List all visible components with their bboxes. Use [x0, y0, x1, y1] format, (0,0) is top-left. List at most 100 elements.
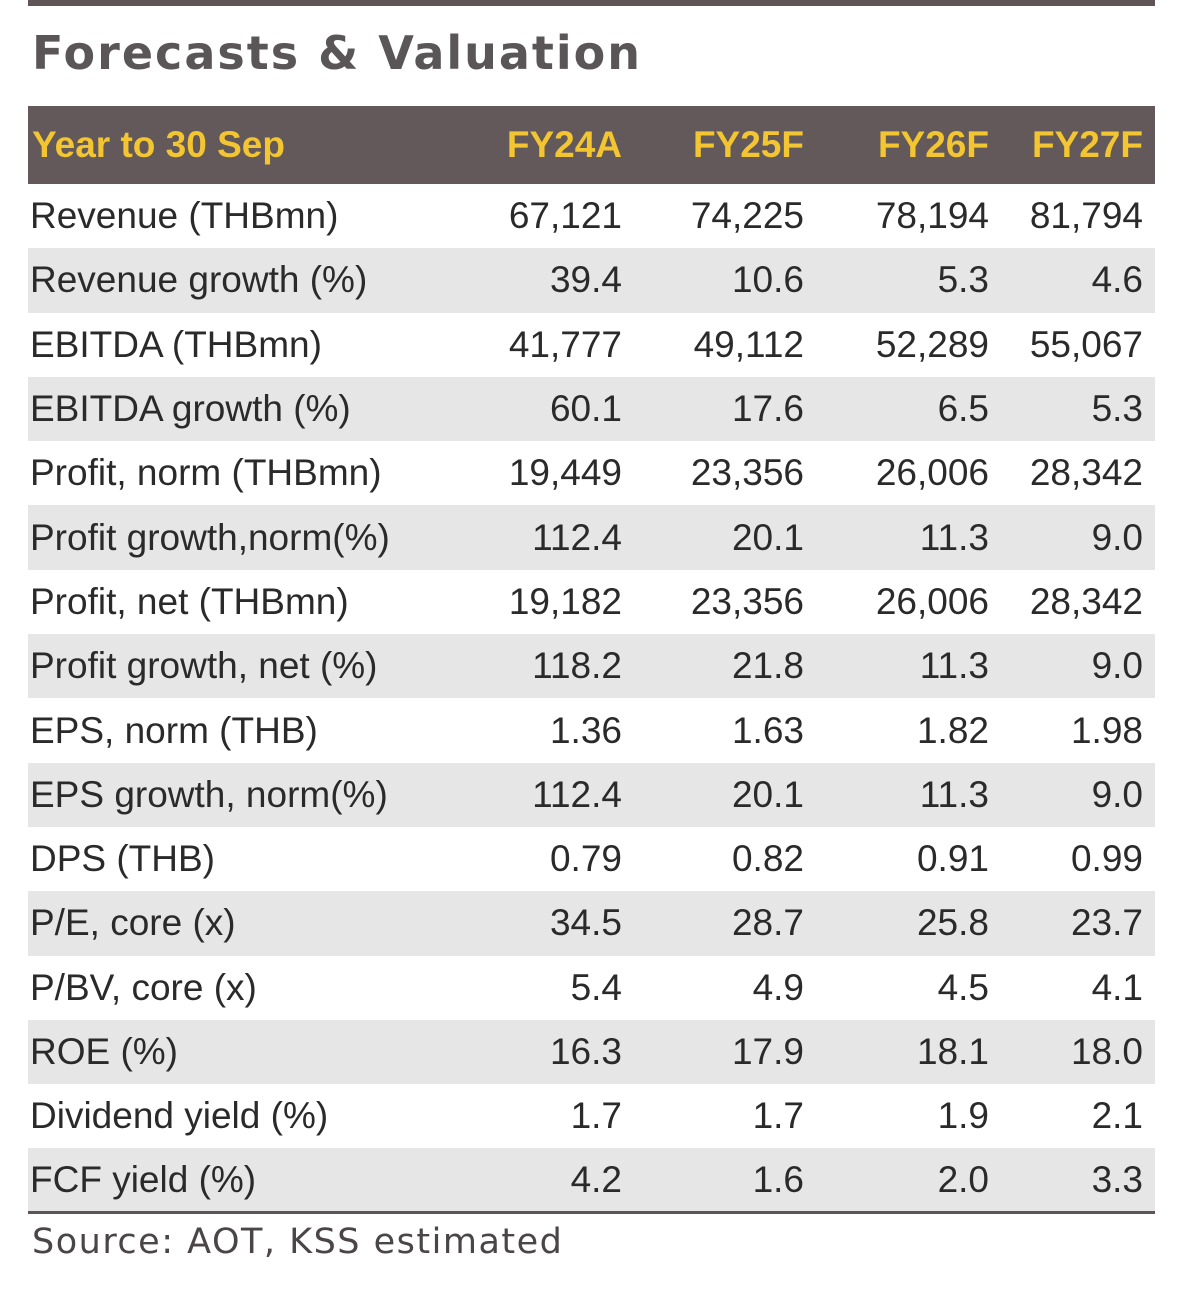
- row-value: 81,794: [1029, 195, 1143, 237]
- row-value: 17.6: [731, 388, 804, 430]
- source-note: Source: AOT, KSS estimated: [32, 1222, 564, 1262]
- row-value: 49,112: [693, 323, 804, 365]
- row-value: 67,121: [508, 195, 622, 237]
- row-value: 20.1: [731, 516, 804, 558]
- row-label: ROE (%): [30, 1031, 178, 1072]
- row-value: 11.3: [919, 516, 989, 558]
- row-value: 1.9: [937, 1095, 989, 1137]
- table-row: P/E, core (x) 34.5 28.7 25.8 23.7: [28, 891, 1155, 956]
- row-label: Dividend yield (%): [30, 1095, 329, 1137]
- table-row: EPS growth, norm(%) 112.4 20.1 11.3 9.0: [28, 762, 1155, 827]
- top-rule: [28, 0, 1155, 6]
- table-row: EBITDA (THBmn) 41,777 49,112 52,289 55,067: [28, 313, 1155, 377]
- table-row: EPS, norm (THB) 1.36 1.63 1.82 1.98: [28, 698, 1155, 762]
- row-value: 1.82: [916, 709, 989, 751]
- row-value: 28.7: [731, 902, 804, 944]
- table-row: Profit, norm (THBmn) 19,449 23,356 26,006 28…: [28, 441, 1155, 505]
- row-value: 4.9: [752, 966, 804, 1008]
- table-row: DPS (THB) 0.79 0.82 0.91 0.99: [28, 827, 1155, 891]
- row-value: 4.5: [937, 966, 989, 1008]
- row-label: EPS, norm (THB): [30, 709, 318, 751]
- row-value: 11.3: [919, 645, 989, 687]
- row-value: 60.1: [549, 388, 622, 430]
- row-label: EPS growth, norm(%): [30, 773, 388, 815]
- row-value: 3.3: [1091, 1158, 1143, 1200]
- row-value: 41,777: [508, 323, 622, 365]
- row-value: 1.98: [1070, 709, 1143, 751]
- row-value: 19,182: [508, 580, 622, 622]
- header-fy25f: FY25F: [692, 124, 804, 165]
- row-value: 23,356: [690, 580, 804, 622]
- row-value: 5.3: [1091, 388, 1143, 430]
- row-value: 1.6: [752, 1158, 804, 1200]
- row-value: 1.63: [731, 709, 804, 751]
- row-value: 112.4: [532, 773, 622, 815]
- row-value: 4.1: [1091, 966, 1143, 1008]
- row-value: 10.6: [731, 259, 804, 301]
- row-value: 34.5: [549, 902, 622, 944]
- table-row: Dividend yield (%) 1.7 1.7 1.9 2.1: [28, 1084, 1155, 1148]
- row-label: Profit, norm (THBmn): [30, 452, 382, 494]
- row-value: 26,006: [875, 580, 989, 622]
- row-value: 23,356: [690, 452, 804, 494]
- row-value: 9.0: [1091, 516, 1143, 558]
- row-value: 28,342: [1029, 452, 1143, 494]
- row-value: 0.82: [731, 838, 804, 880]
- row-value: 23.7: [1070, 902, 1143, 944]
- row-label: Revenue (THBmn): [30, 195, 339, 237]
- row-value: 1.7: [752, 1095, 804, 1137]
- row-value: 28,342: [1029, 580, 1143, 622]
- table-row: Revenue (THBmn) 67,121 74,225 78,194 81,794: [28, 184, 1155, 248]
- page-title: Forecasts & Valuation: [32, 26, 643, 80]
- header-fy27f: FY27F: [1031, 124, 1143, 165]
- row-value: 2.1: [1091, 1095, 1143, 1137]
- row-value: 0.79: [549, 838, 622, 880]
- row-label: P/E, core (x): [30, 902, 236, 944]
- row-value: 9.0: [1091, 773, 1143, 815]
- row-value: 16.3: [549, 1031, 622, 1072]
- row-value: 18.0: [1070, 1031, 1143, 1072]
- row-value: 19,449: [508, 452, 622, 494]
- row-value: 4.2: [570, 1158, 622, 1200]
- row-label: Profit growth,norm(%): [30, 516, 390, 558]
- row-label: Profit, net (THBmn): [30, 580, 349, 622]
- table-row: FCF yield (%) 4.2 1.6 2.0 3.3: [28, 1148, 1155, 1213]
- row-value: 2.0: [937, 1158, 989, 1200]
- table-row: Profit, net (THBmn) 19,182 23,356 26,006 28,…: [28, 570, 1155, 634]
- row-value: 74,225: [690, 195, 804, 237]
- header-label: Year to 30 Sep: [32, 124, 285, 165]
- row-value: 55,067: [1029, 323, 1143, 365]
- table-row: Profit growth,norm(%) 112.4 20.1 11.3 9.0: [28, 505, 1155, 570]
- table-header-row: Year to 30 Sep FY24A FY25F FY26F FY27F: [28, 106, 1155, 184]
- row-value: 17.9: [731, 1031, 804, 1072]
- row-value: 20.1: [731, 773, 804, 815]
- row-value: 0.99: [1070, 838, 1143, 880]
- row-value: 21.8: [731, 645, 804, 687]
- row-value: 25.8: [916, 902, 989, 944]
- row-label: FCF yield (%): [30, 1158, 257, 1200]
- row-label: Profit growth, net (%): [30, 645, 378, 687]
- row-label: P/BV, core (x): [30, 966, 257, 1008]
- table-row: P/BV, core (x) 5.4 4.9 4.5 4.1: [28, 956, 1155, 1020]
- row-label: Revenue growth (%): [30, 259, 368, 301]
- row-value: 1.36: [549, 709, 622, 751]
- row-value: 11.3: [919, 773, 989, 815]
- row-value: 118.2: [532, 645, 622, 687]
- table-row: ROE (%) 16.3 17.9 18.1 18.0: [28, 1019, 1155, 1085]
- row-label: DPS (THB): [30, 838, 215, 880]
- row-label: EBITDA (THBmn): [30, 323, 322, 365]
- table-row: Revenue growth (%) 39.4 10.6 5.3 4.6: [28, 248, 1155, 313]
- header-fy24a: FY24A: [506, 124, 622, 165]
- header-fy26f: FY26F: [877, 124, 989, 165]
- row-value: 39.4: [549, 259, 622, 301]
- row-value: 18.1: [916, 1031, 989, 1072]
- row-value: 6.5: [937, 388, 989, 430]
- row-value: 4.6: [1091, 259, 1143, 301]
- row-value: 26,006: [875, 452, 989, 494]
- table-row: Profit growth, net (%) 118.2 21.8 11.3 9.0: [28, 634, 1155, 699]
- row-value: 9.0: [1091, 645, 1143, 687]
- row-value: 112.4: [532, 516, 622, 558]
- row-value: 5.3: [937, 259, 989, 301]
- forecast-table: Year to 30 Sep FY24A FY25F FY26F FY27F R…: [28, 106, 1155, 1214]
- table-row: EBITDA growth (%) 60.1 17.6 6.5 5.3: [28, 376, 1155, 442]
